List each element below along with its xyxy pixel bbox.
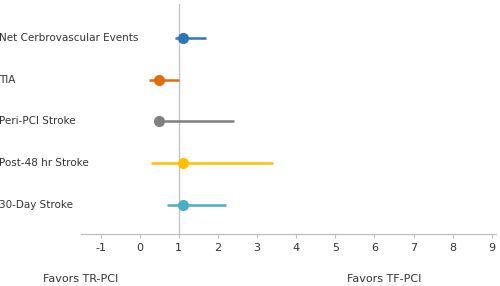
Text: 30-Day Stroke: 30-Day Stroke xyxy=(0,200,72,210)
Text: Favors TF-PCI: Favors TF-PCI xyxy=(346,273,421,283)
Text: TIA: TIA xyxy=(0,75,15,85)
Text: Post-48 hr Stroke: Post-48 hr Stroke xyxy=(0,158,88,168)
Text: Net Cerbrovascular Events: Net Cerbrovascular Events xyxy=(0,33,138,43)
Text: Peri-PCI Stroke: Peri-PCI Stroke xyxy=(0,116,76,126)
Text: Favors TR-PCI: Favors TR-PCI xyxy=(44,273,118,283)
